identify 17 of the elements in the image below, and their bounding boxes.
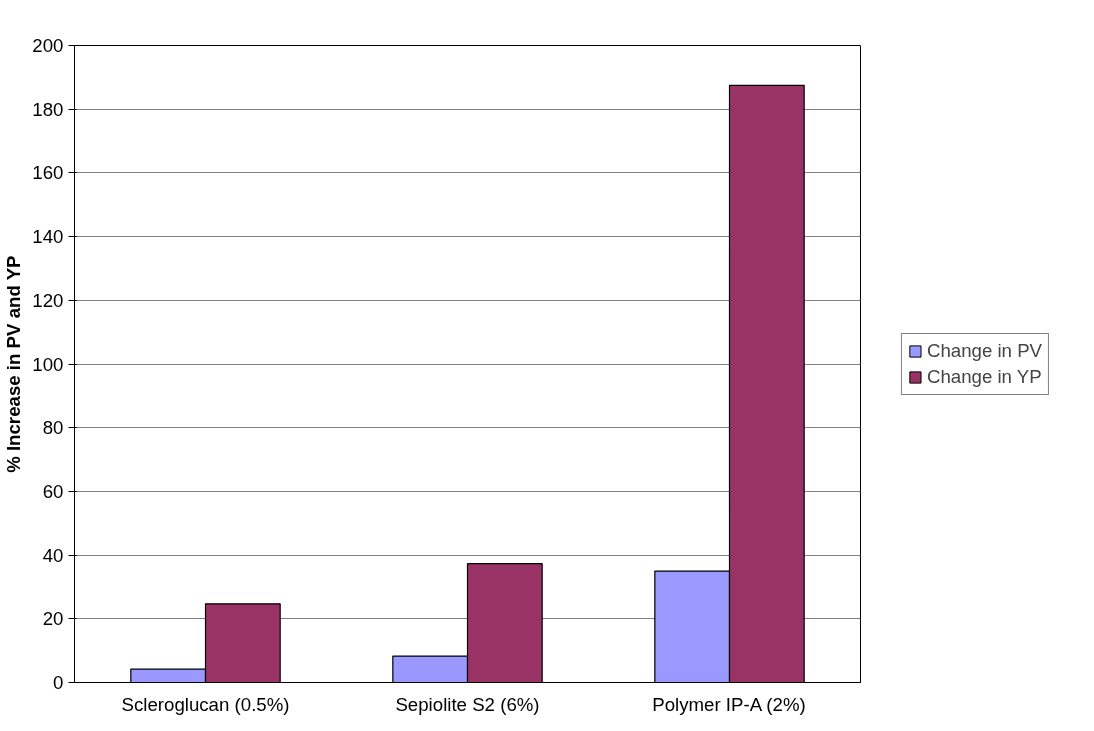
x-tick-label: Sepiolite S2 (6%) [395,693,540,715]
y-tick-label: 140 [32,226,64,248]
legend-label: Change in YP [926,365,1042,388]
y-tick-label: 180 [32,98,64,120]
x-tick-label: Polymer IP-A (2%) [652,693,806,715]
y-tick-label: 80 [42,417,64,439]
x-tick-label: Scleroglucan (0.5%) [121,693,290,715]
y-tick-label: 60 [42,480,64,502]
y-tick-label: 200 [32,35,64,56]
y-tick-label: 120 [32,289,64,311]
y-tick-label: 20 [42,608,64,630]
legend-label: Change in PV [926,339,1043,362]
y-axis-title: % Increase in PV and YP [3,255,25,473]
y-tick-label: 100 [32,353,64,375]
y-tick-label: 160 [32,162,64,184]
y-tick-label: 40 [42,544,64,566]
y-tick-label: 0 [53,672,64,693]
